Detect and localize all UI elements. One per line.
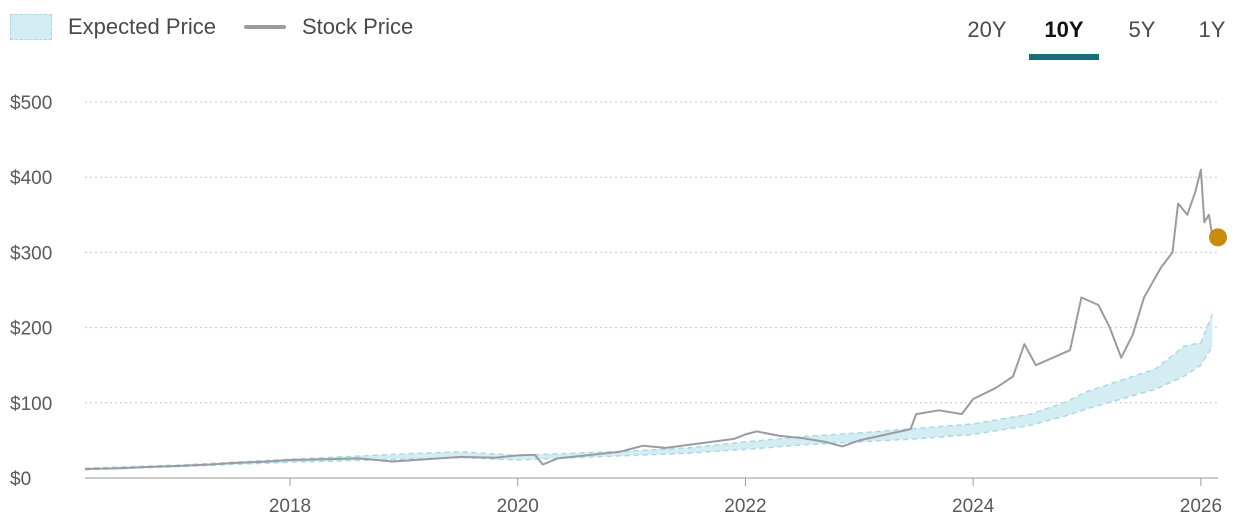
stock-price-swatch: [243, 25, 286, 29]
range-tab-5y[interactable]: 5Y: [1117, 14, 1167, 60]
range-tab-label: 20Y: [967, 17, 1007, 42]
stock-price-line: [84, 168, 1214, 470]
x-tick-label: 2020: [497, 496, 539, 517]
x-tick-label: 2026: [1180, 496, 1222, 517]
y-tick-label: $100: [10, 394, 52, 415]
range-tab-1y[interactable]: 1Y: [1187, 14, 1237, 60]
expected-price-swatch: [10, 14, 52, 40]
range-tab-label: 1Y: [1198, 17, 1226, 42]
y-axis: $0 $100 $200 $300 $400 $500: [10, 93, 52, 490]
legend-label-expected-price: Expected Price: [68, 14, 216, 39]
chart-grid: [85, 101, 1218, 479]
expected-price-upper-edge: [84, 313, 1213, 469]
x-tick-label: 2018: [269, 496, 311, 517]
x-tick-label: 2022: [724, 496, 766, 517]
current-price-marker[interactable]: [1209, 228, 1227, 247]
y-tick-label: $300: [10, 243, 52, 264]
x-axis: 2018 2020 2022 2024 2026: [85, 477, 1222, 517]
range-tab-10y[interactable]: 10Y: [1029, 14, 1099, 60]
y-tick-label: $200: [10, 319, 52, 340]
x-tick-label: 2024: [952, 496, 995, 517]
range-tab-20y[interactable]: 20Y: [957, 14, 1017, 60]
chart-legend: Expected Price Stock Price: [10, 14, 441, 40]
legend-item-stock-price[interactable]: Stock Price: [243, 14, 414, 40]
y-tick-label: $0: [10, 469, 31, 490]
y-tick-label: $400: [10, 168, 52, 189]
legend-item-expected-price[interactable]: Expected Price: [10, 14, 216, 40]
expected-price-band: [85, 314, 1213, 470]
active-range-underline: [1029, 54, 1099, 60]
range-tab-label: 5Y: [1128, 17, 1156, 42]
range-tab-label: 10Y: [1044, 17, 1084, 42]
y-tick-label: $500: [10, 93, 52, 114]
legend-label-stock-price: Stock Price: [301, 14, 414, 39]
